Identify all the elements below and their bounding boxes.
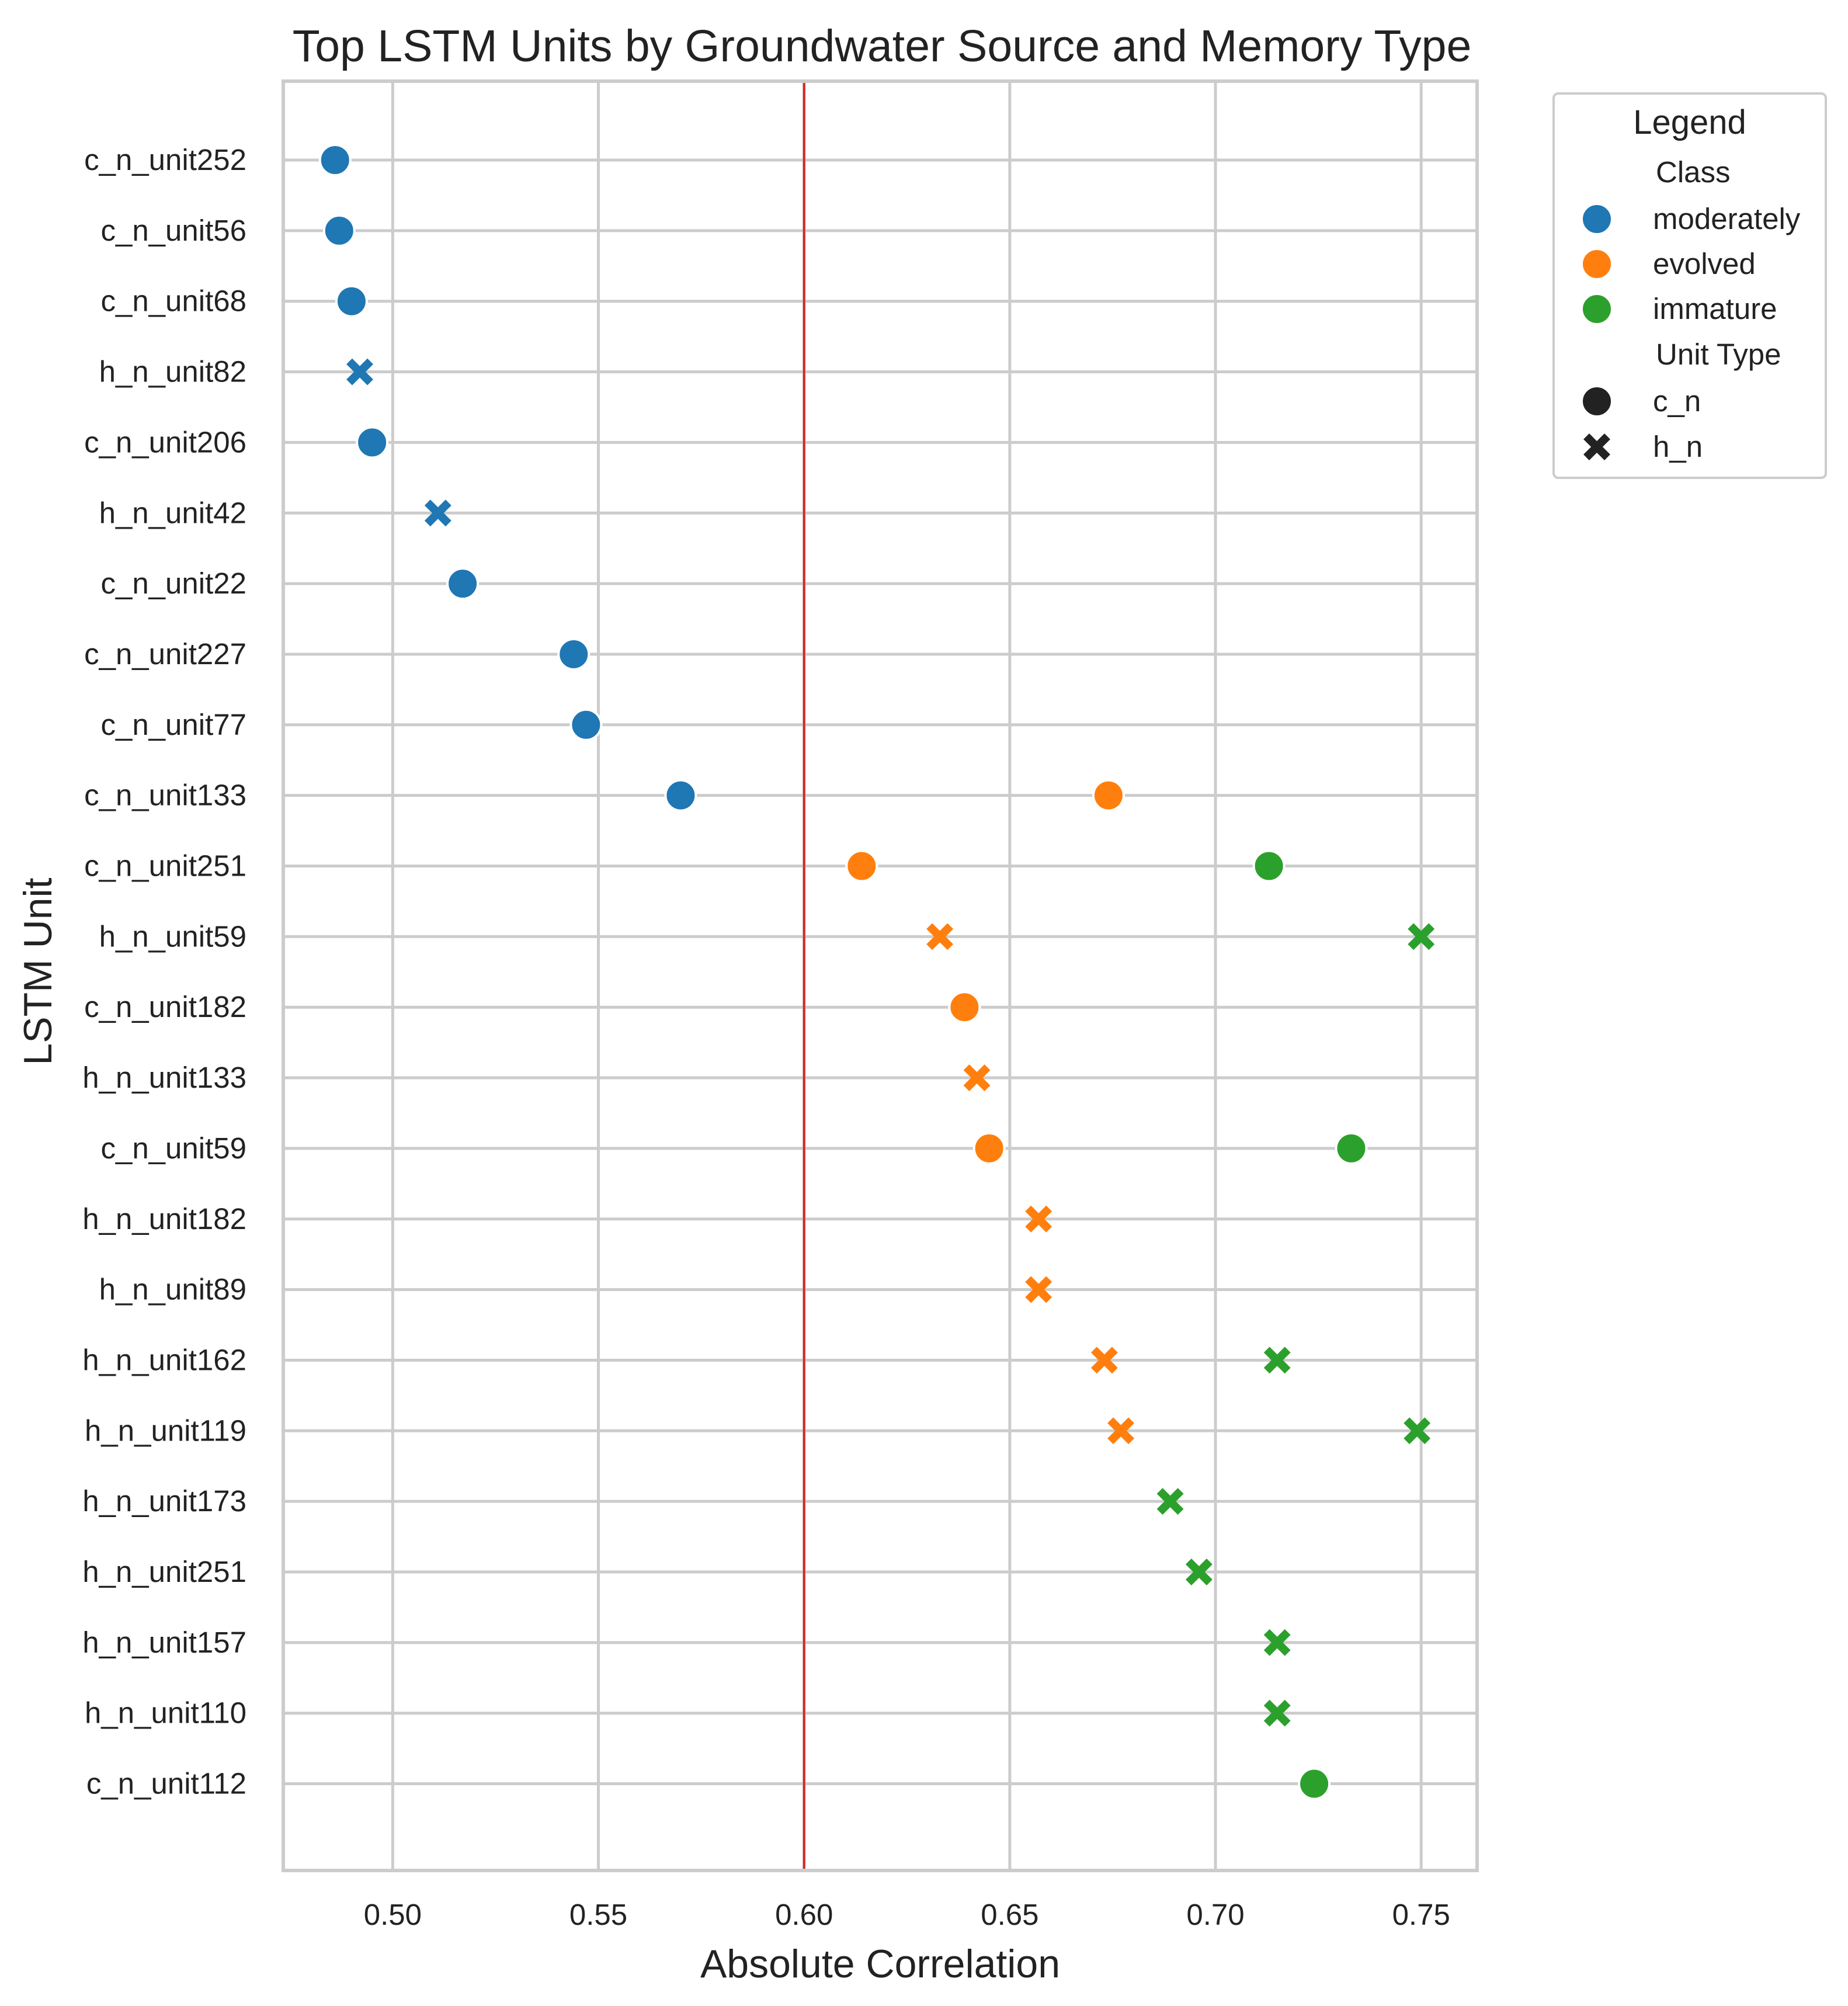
y-tick-label: h_n_unit82 [99,355,246,388]
x-tick-labels: 0.50 0.55 0.60 0.65 0.70 0.75 [364,1898,1450,1931]
y-tick-label: h_n_unit89 [99,1273,246,1306]
point-moderately-c_n_unit56 [322,214,356,247]
point-immature-h_n_unit110 [1263,1699,1291,1727]
x-tick-label: 0.55 [569,1898,627,1931]
point-moderately-c_n_unit77 [569,708,603,741]
y-tick-labels: c_n_unit252 c_n_unit56 c_n_unit68 h_n_unit8… [82,143,246,1800]
point-evolved-h_n_unit133 [963,1064,991,1091]
point-immature-c_n_unit59 [1335,1132,1368,1165]
point-evolved-h_n_unit182 [1025,1205,1052,1233]
y-tick-label: c_n_unit251 [84,849,246,883]
legend-class-entries: moderately evolved immature [1580,202,1801,325]
y-tick-label: c_n_unit56 [100,214,246,247]
point-moderately-c_n_unit206 [356,426,389,459]
legend-type-entries: c_n h_n [1580,384,1703,463]
x-axis-label: Absolute Correlation [700,1942,1060,1986]
point-moderately-c_n_unit22 [446,567,480,601]
data-points [318,144,1435,1800]
x-tick-label: 0.50 [364,1898,422,1931]
point-evolved-c_n_unit251 [845,849,878,883]
legend-label-evolved: evolved [1653,247,1756,280]
legend-title: Legend [1633,103,1746,141]
y-tick-label: c_n_unit22 [100,567,246,600]
legend-marker-moderately [1580,203,1613,235]
legend-label-moderately: moderately [1653,202,1801,235]
y-tick-label: h_n_unit119 [85,1414,246,1447]
legend-box [1552,92,1827,479]
grid-layer [283,81,1477,1870]
point-evolved-c_n_unit59 [972,1132,1006,1165]
y-tick-label: h_n_unit42 [99,496,246,529]
plot-frame [282,79,1479,1872]
point-evolved-h_n_unit59 [926,923,954,950]
point-moderately-h_n_unit82 [346,358,373,386]
y-tick-label: h_n_unit162 [82,1343,246,1376]
legend-label-h_n: h_n [1653,430,1703,463]
point-immature-h_n_unit59 [1408,923,1435,950]
x-tick-label: 0.65 [981,1898,1038,1931]
y-tick-label: h_n_unit182 [82,1202,246,1235]
legend-marker-h_n [1583,433,1610,460]
point-evolved-c_n_unit182 [948,991,981,1024]
legend-label-c_n: c_n [1653,384,1701,418]
y-tick-label: h_n_unit157 [82,1626,246,1659]
x-tick-label: 0.60 [775,1898,833,1931]
legend-marker-evolved [1580,248,1613,280]
point-moderately-c_n_unit252 [318,144,352,176]
y-tick-label: c_n_unit133 [84,779,246,812]
y-tick-label: c_n_unit112 [86,1767,246,1800]
y-axis-label: LSTM Unit [16,877,60,1065]
y-tick-label: c_n_unit206 [84,425,246,459]
point-moderately-h_n_unit42 [424,499,451,527]
y-tick-label: h_n_unit173 [82,1484,246,1518]
point-moderately-c_n_unit68 [335,284,368,318]
x-tick-label: 0.75 [1392,1898,1450,1931]
y-tick-label: c_n_unit182 [84,990,246,1023]
legend-label-immature: immature [1653,292,1777,325]
y-tick-label: c_n_unit68 [100,284,246,318]
legend: Legend Class moderately evolved immature U… [1552,92,1827,479]
point-immature-h_n_unit251 [1185,1559,1213,1585]
legend-marker-c_n [1580,385,1613,418]
y-tick-label: h_n_unit133 [82,1061,246,1094]
point-moderately-c_n_unit227 [557,637,590,671]
point-evolved-h_n_unit89 [1025,1276,1052,1303]
point-immature-h_n_unit119 [1404,1417,1431,1445]
point-immature-c_n_unit112 [1298,1767,1331,1800]
chart-title: Top LSTM Units by Groundwater Source and… [293,21,1472,71]
y-tick-label: c_n_unit227 [84,637,246,671]
y-tick-label: c_n_unit77 [100,708,246,741]
y-tick-label: c_n_unit59 [100,1132,246,1165]
point-immature-h_n_unit173 [1156,1488,1184,1515]
point-evolved-c_n_unit133 [1092,779,1125,812]
y-tick-label: c_n_unit252 [84,143,246,176]
point-immature-c_n_unit251 [1252,849,1286,883]
y-tick-label: h_n_unit251 [82,1555,246,1588]
legend-class-heading: Class [1656,155,1731,189]
legend-type-heading: Unit Type [1656,338,1781,371]
point-moderately-c_n_unit133 [664,779,697,812]
y-tick-label: h_n_unit110 [85,1696,246,1730]
point-immature-h_n_unit162 [1263,1346,1291,1374]
y-tick-label: h_n_unit59 [99,919,246,953]
x-tick-label: 0.70 [1186,1898,1244,1931]
point-immature-h_n_unit157 [1263,1629,1291,1656]
point-evolved-h_n_unit119 [1107,1417,1134,1445]
legend-marker-immature [1580,293,1613,325]
point-evolved-h_n_unit162 [1090,1346,1118,1374]
